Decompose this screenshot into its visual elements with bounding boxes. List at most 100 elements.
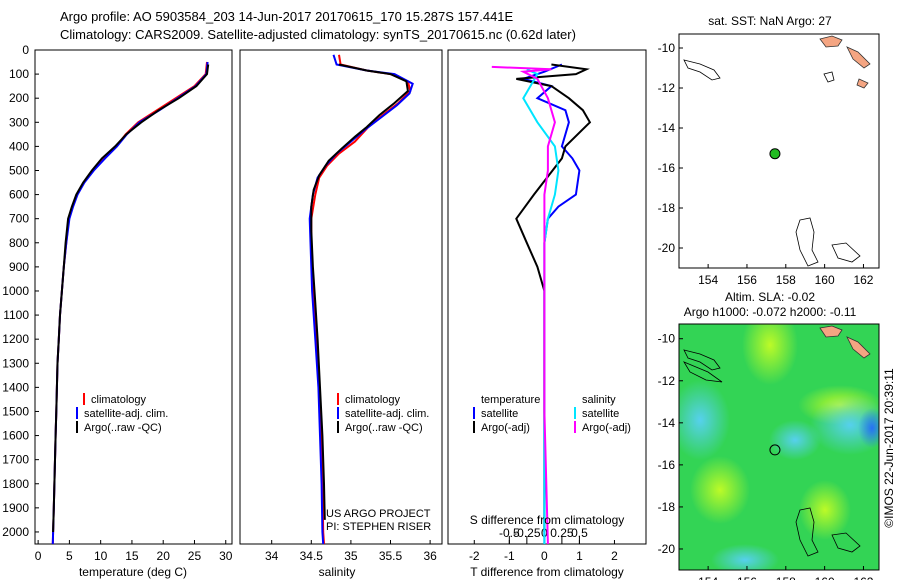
imos-credit: ©IMOS 22-Jun-2017 20:39:11 — [882, 368, 896, 528]
series-line — [52, 64, 210, 533]
lat-tick-label: -10 — [658, 332, 676, 346]
t-difference-xlabel: T difference from climatology — [470, 565, 624, 579]
x-tick-label: 0 — [541, 549, 548, 563]
s-tick-label: -0.25 — [513, 526, 541, 540]
salinity-plot-frame — [239, 49, 443, 545]
lat-tick-label: -18 — [658, 201, 676, 215]
land-patch — [819, 325, 843, 338]
x-tick-label: 0 — [35, 549, 42, 563]
lon-tick-label: 162 — [853, 273, 873, 287]
lon-tick-label: 160 — [815, 575, 835, 580]
x-tick-label: 2 — [611, 549, 618, 563]
temperature-legend: climatology satellite-adj. clim. Argo(..… — [76, 393, 168, 434]
x-tick-label: 1 — [576, 549, 583, 563]
difference-plot-frame — [447, 49, 647, 545]
lon-tick-label: 156 — [737, 273, 757, 287]
legend-t-argo: Argo(-adj) — [481, 422, 530, 434]
contour-line — [823, 71, 835, 83]
x-tick-label: 30 — [219, 549, 233, 563]
lat-tick-label: -20 — [658, 241, 676, 255]
x-tick-label: 34 — [265, 549, 279, 563]
land-patch — [856, 78, 869, 89]
argo-float-marker — [769, 148, 781, 160]
heatmap-blob — [858, 408, 879, 448]
lat-tick-label: -12 — [658, 374, 676, 388]
x-tick-label: 25 — [188, 549, 202, 563]
lon-tick-label: 158 — [776, 575, 796, 580]
lat-tick-label: -18 — [658, 500, 676, 514]
legend-argo: Argo(..raw -QC) — [345, 422, 423, 434]
depth-tick-label: 800 — [9, 236, 29, 250]
heatmap-blob — [679, 380, 730, 460]
heatmap-blob — [769, 420, 821, 460]
land-patch — [819, 35, 843, 48]
depth-tick-label: 1700 — [2, 453, 29, 467]
legend-climatology: climatology — [91, 394, 147, 406]
depth-tick-label: 1800 — [2, 477, 29, 491]
depth-tick-label: 1900 — [2, 501, 29, 515]
land-patch — [846, 46, 871, 69]
project-annotation: US ARGO PROJECT — [326, 508, 431, 520]
depth-tick-label: 1500 — [2, 404, 29, 418]
lat-tick-label: -14 — [658, 416, 676, 430]
temperature-panel: 0100200300400500600700800900100011001200… — [2, 43, 232, 579]
contour-line — [831, 242, 861, 263]
contour-line — [683, 59, 721, 81]
lat-tick-label: -10 — [658, 41, 676, 55]
pi-annotation: PI: STEPHEN RISER — [326, 521, 431, 533]
legend-temperature-title: temperature — [481, 394, 540, 406]
sla-map-title-2: Argo h1000: -0.072 h2000: -0.11 — [684, 305, 857, 319]
series-line — [491, 65, 556, 545]
depth-tick-label: 1600 — [2, 429, 29, 443]
s-difference-xlabel: S difference from climatology — [470, 513, 625, 527]
depth-tick-label: 900 — [9, 260, 29, 274]
depth-tick-label: 1300 — [2, 356, 29, 370]
x-tick-label: 35 — [344, 549, 358, 563]
lon-tick-label: 158 — [776, 273, 796, 287]
depth-tick-label: 300 — [9, 115, 29, 129]
lat-tick-label: -12 — [658, 81, 676, 95]
heatmap-blob — [711, 544, 779, 570]
legend-argo: Argo(..raw -QC) — [84, 422, 162, 434]
sla-map-title-1: Altim. SLA: -0.02 — [725, 290, 815, 304]
sst-map-panel: sat. SST: NaN Argo: 27 154 156 158 160 162 -1… — [658, 14, 880, 287]
legend-s-argo: Argo(-adj) — [582, 422, 631, 434]
contour-line — [831, 532, 861, 553]
depth-tick-label: 400 — [9, 139, 29, 153]
depth-tick-label: 0 — [22, 43, 29, 57]
header-line-2: Climatology: CARS2009. Satellite-adjuste… — [60, 27, 576, 42]
series-line — [310, 63, 409, 520]
depth-tick-label: 2000 — [2, 525, 29, 539]
lat-tick-label: -16 — [658, 161, 676, 175]
s-tick-label: 0.5 — [571, 526, 588, 540]
depth-tick-label: 1400 — [2, 380, 29, 394]
contour-line — [795, 507, 819, 557]
heatmap-blob — [799, 480, 851, 540]
x-tick-label: 10 — [94, 549, 108, 563]
lon-tick-label: 154 — [698, 273, 718, 287]
lon-tick-label: 156 — [737, 575, 757, 580]
lon-tick-label: 162 — [853, 575, 873, 580]
heatmap-blob — [690, 456, 750, 524]
legend-satellite: satellite-adj. clim. — [84, 408, 168, 420]
argo-float-marker — [769, 444, 781, 456]
sla-heatmap — [679, 324, 879, 570]
x-tick-label: 36 — [423, 549, 437, 563]
depth-tick-label: 500 — [9, 163, 29, 177]
sst-map-land — [683, 35, 871, 267]
salinity-legend: climatology satellite-adj. clim. Argo(..… — [337, 393, 429, 434]
contour-line — [683, 349, 721, 371]
x-tick-label: 35.5 — [379, 549, 403, 563]
sst-map-title: sat. SST: NaN Argo: 27 — [708, 14, 832, 28]
x-tick-label: 15 — [125, 549, 139, 563]
depth-tick-label: 200 — [9, 91, 29, 105]
heatmap-blob — [742, 324, 798, 385]
lon-tick-label: 160 — [815, 273, 835, 287]
lat-tick-label: -14 — [658, 121, 676, 135]
s-tick-label: -0.5 — [499, 526, 520, 540]
depth-tick-label: 100 — [9, 67, 29, 81]
difference-panel: -2 -1 0 1 2-0.5-0.25 0 0.250.5 T difference fr… — [447, 49, 647, 579]
x-tick-label: -1 — [504, 549, 515, 563]
